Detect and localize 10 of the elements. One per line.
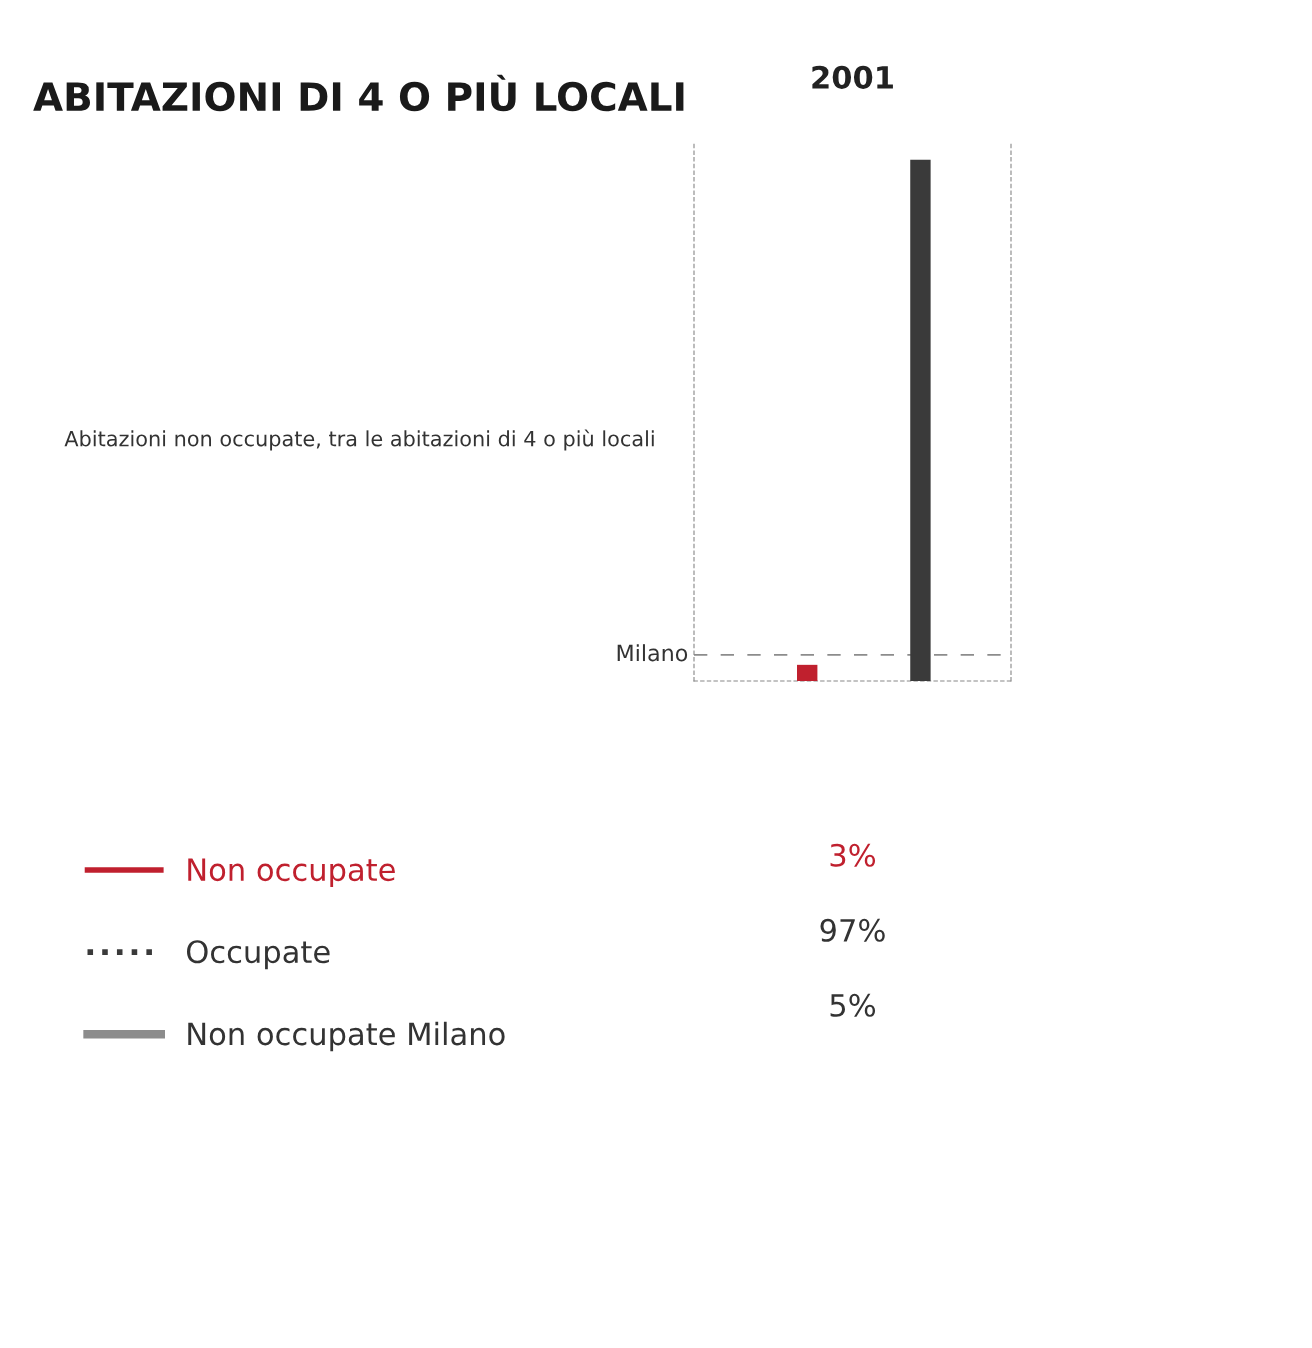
text: 97% (820, 918, 885, 942)
text: Occupate (186, 940, 330, 970)
text: Non occupate (188, 858, 395, 888)
x-axis-title: 2001 (812, 65, 893, 89)
text: 3% (830, 843, 876, 867)
text: ABITAZIONI DI 4 O PIÙ LOCALI (33, 74, 684, 112)
text: Abitazioni non occupate, tra le abitazioni di 4 o più locali (64, 429, 654, 451)
text: 5% (830, 993, 876, 1017)
ref-line-label: Milano (617, 644, 688, 662)
text: Non occupate Milano (188, 1021, 505, 1052)
